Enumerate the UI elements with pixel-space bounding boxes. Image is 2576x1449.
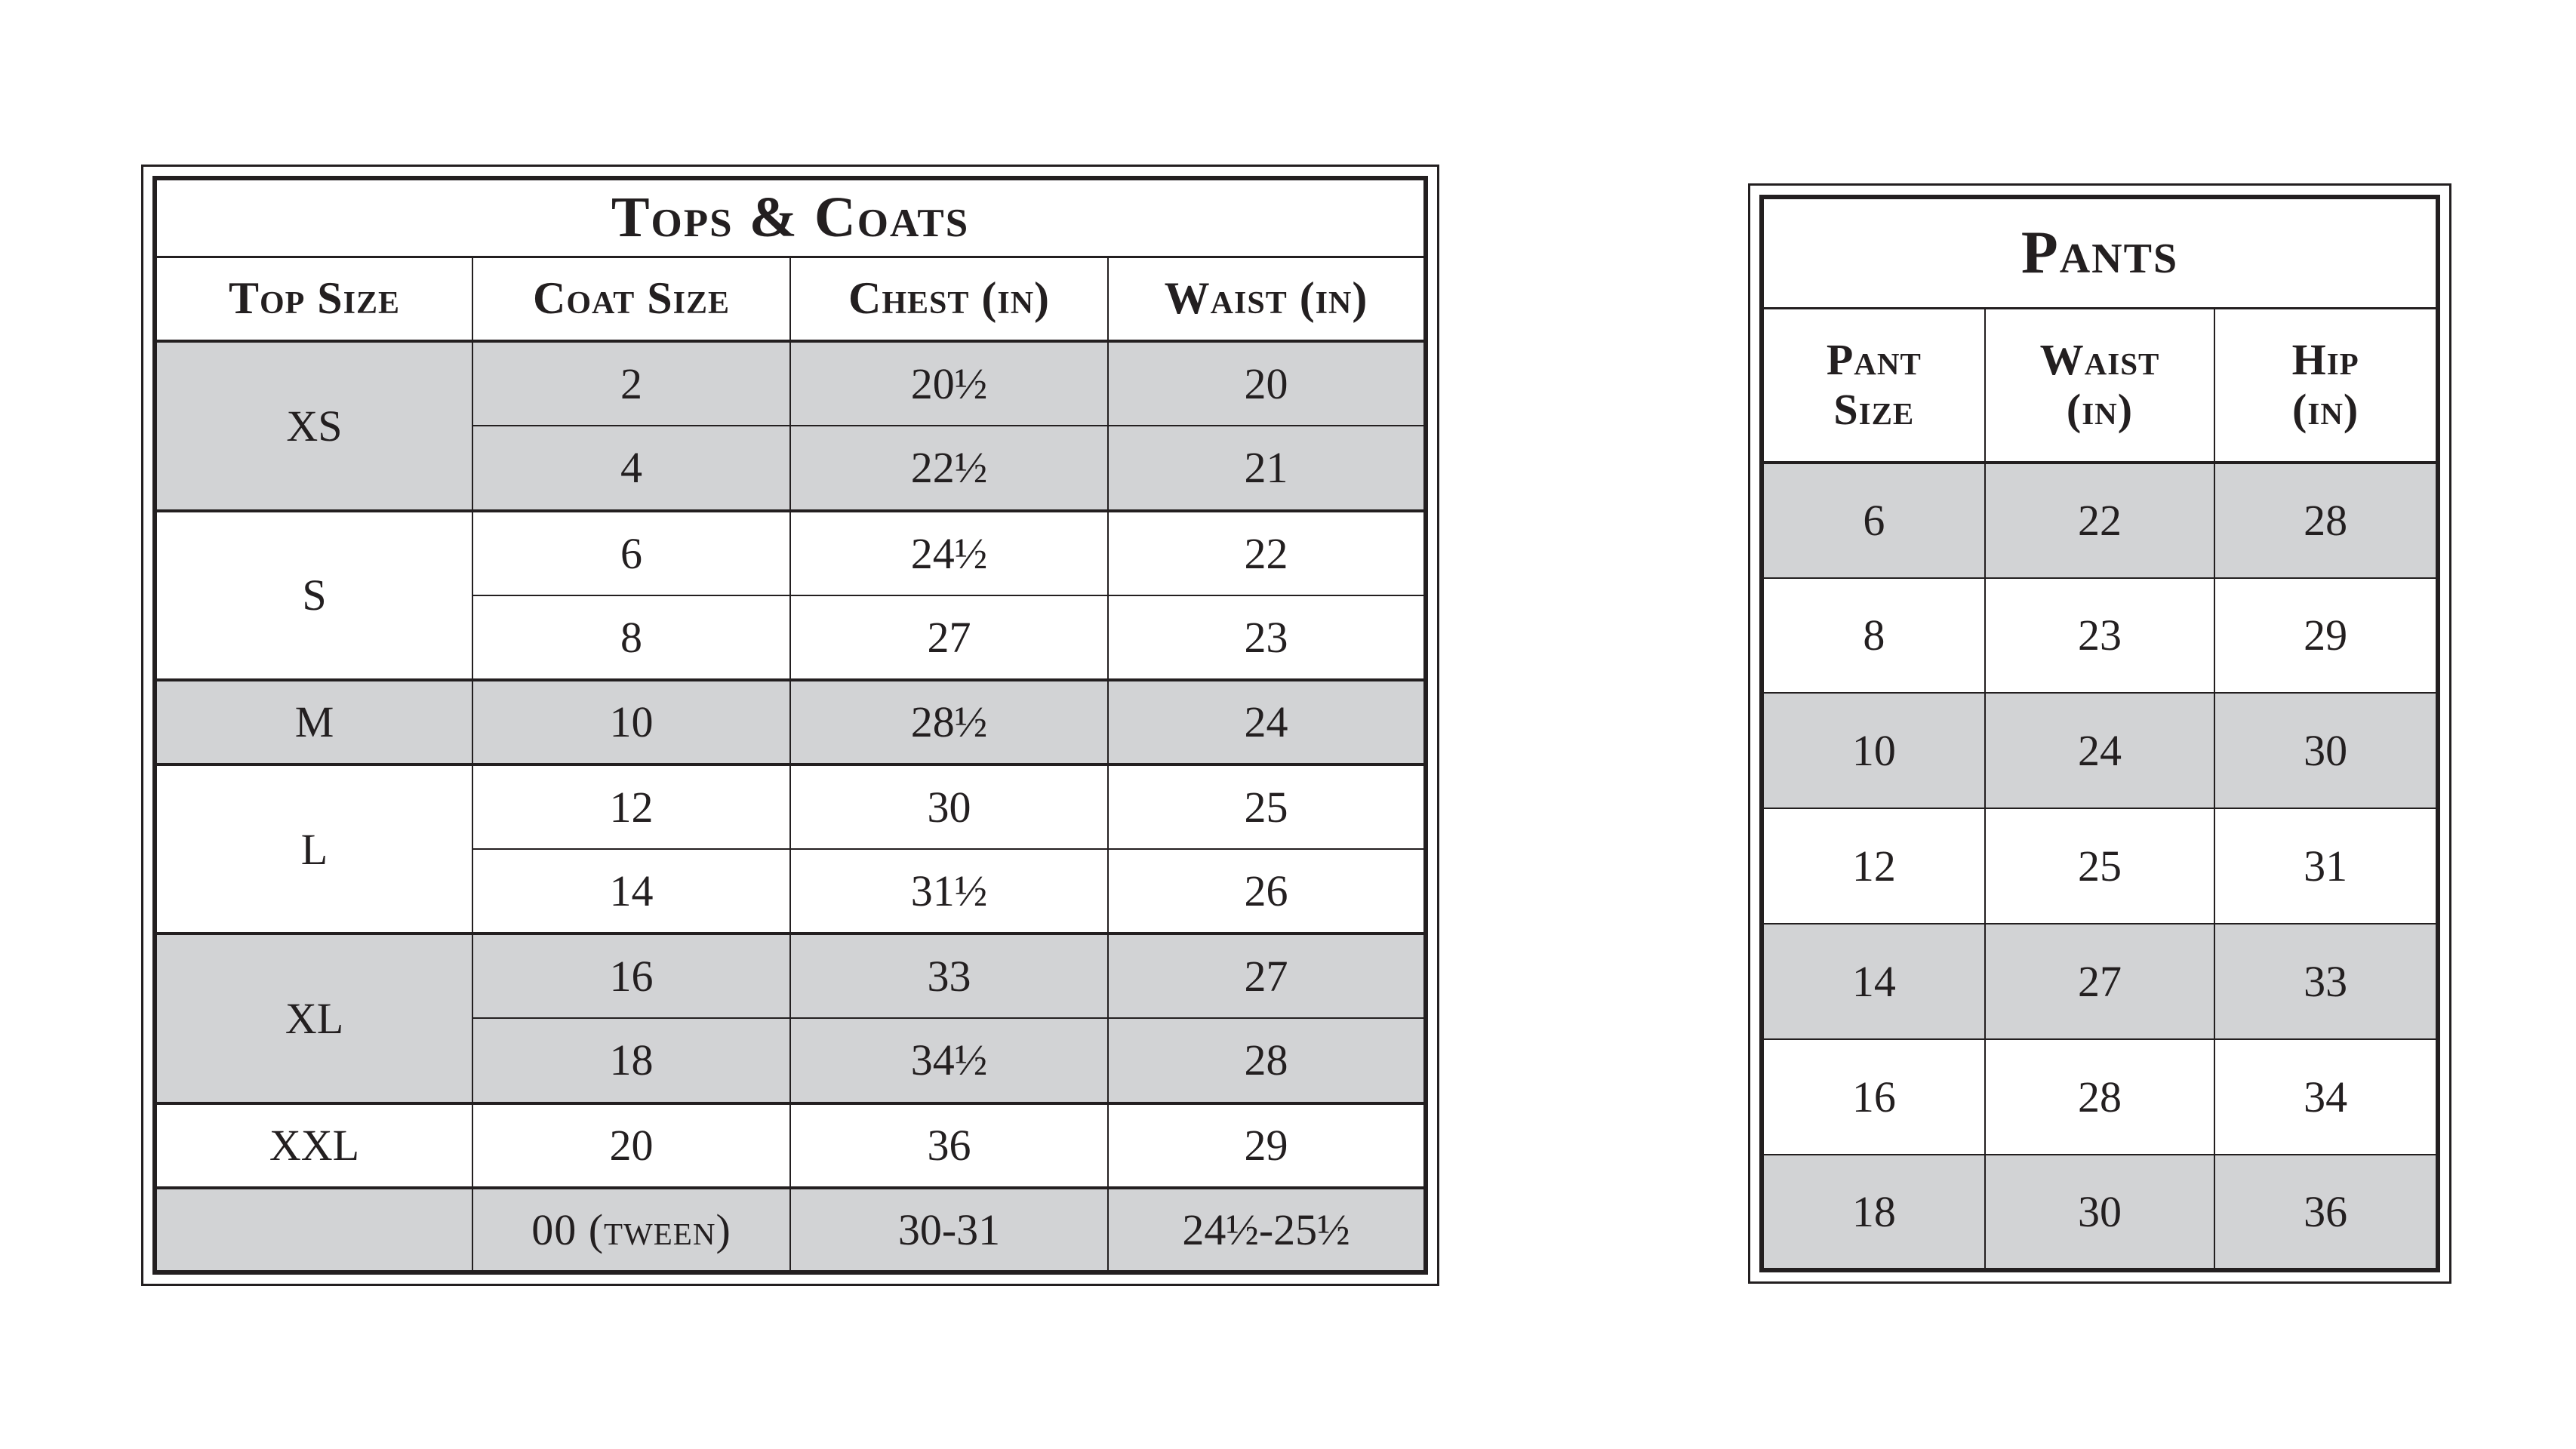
coat-size-cell: 2 (472, 340, 791, 427)
table-row: 14 31½ 26 (155, 848, 1426, 935)
table-row: 14 27 33 (1761, 923, 2439, 1041)
chest-cell: 22½ (789, 425, 1109, 512)
size-cell-xs: XS (154, 340, 473, 512)
chest-cell: 33 (789, 932, 1109, 1020)
hip-cell: 28 (2214, 460, 2439, 579)
waist-cell: 23 (1107, 594, 1426, 681)
table-row: M 10 28½ 24 (154, 678, 1426, 765)
table-row: XXL 20 36 29 (154, 1101, 1426, 1189)
pants-waist-cell: 24 (1984, 692, 2216, 810)
size-cell-m: M (154, 678, 473, 765)
waist-cell: 24½-25½ (1107, 1186, 1426, 1274)
pant-size-cell: 8 (1761, 577, 1986, 694)
coat-size-cell: 10 (472, 678, 791, 765)
table-row: 18 34½ 28 (155, 1017, 1426, 1104)
pants-header-row: Pant Size Waist (in) Hip (in) (1761, 307, 2439, 464)
waist-cell: 21 (1107, 425, 1426, 512)
chest-cell: 30 (789, 762, 1109, 851)
pants-waist-cell: 23 (1984, 577, 2216, 694)
pants-waist-cell: 22 (1984, 460, 2216, 579)
hip-cell: 31 (2214, 808, 2439, 925)
coat-size-cell: 20 (472, 1101, 791, 1189)
table-row: 10 24 30 (1761, 692, 2439, 810)
waist-cell: 27 (1107, 932, 1426, 1020)
pants-waist-cell: 25 (1984, 808, 2216, 925)
table-row: 00 (tween) 30-31 24½-25½ (154, 1186, 1426, 1274)
size-cell-l: L (154, 762, 473, 935)
table-row: L 12 30 25 (154, 762, 1426, 935)
header-top-size: Top Size (154, 256, 473, 343)
table-row: 8 23 29 (1761, 577, 2439, 694)
chest-cell: 28½ (789, 678, 1109, 765)
header-hip-in: Hip (in) (2214, 307, 2439, 464)
waist-cell: 29 (1107, 1101, 1426, 1189)
pants-waist-cell: 27 (1984, 923, 2216, 1041)
pants-waist-cell: 30 (1984, 1154, 2216, 1271)
pants-table-frame: Pants Pant Size Waist (in) Hip (in) 6 22… (1748, 183, 2451, 1284)
size-cell-xl: XL (154, 932, 473, 1104)
pant-size-cell: 18 (1761, 1154, 1986, 1271)
table-row: 18 30 36 (1761, 1154, 2439, 1271)
tops-coats-table-frame: Tops & Coats Top Size Coat Size Chest (i… (141, 165, 1439, 1286)
header-pants-waist-in: Waist (in) (1984, 307, 2216, 464)
tops-coats-table: Tops & Coats Top Size Coat Size Chest (i… (152, 176, 1428, 1275)
chest-cell: 31½ (789, 848, 1109, 935)
table-row: 16 28 34 (1761, 1038, 2439, 1155)
table-row: XS 2 20½ 20 (154, 340, 1426, 512)
pants-title-row: Pants (1761, 196, 2439, 310)
coat-size-cell-tween: 00 (tween) (472, 1186, 791, 1274)
hip-cell: 30 (2214, 692, 2439, 810)
tops-coats-title: Tops & Coats (154, 177, 1426, 258)
waist-cell: 22 (1107, 509, 1426, 596)
chest-cell: 24½ (789, 509, 1109, 596)
hip-cell: 34 (2214, 1038, 2439, 1155)
chest-cell: 27 (789, 594, 1109, 681)
waist-cell: 28 (1107, 1017, 1426, 1104)
pants-waist-cell: 28 (1984, 1038, 2216, 1155)
size-cell-xxl: XXL (154, 1101, 473, 1189)
header-coat-size: Coat Size (472, 256, 791, 343)
coat-size-cell: 8 (472, 594, 791, 681)
header-chest-in: Chest (in) (789, 256, 1109, 343)
coat-size-cell: 18 (472, 1017, 791, 1104)
tops-coats-title-row: Tops & Coats (154, 177, 1426, 258)
waist-cell: 26 (1107, 848, 1426, 935)
pant-size-cell: 6 (1761, 460, 1986, 579)
coat-size-cell: 4 (472, 425, 791, 512)
coat-size-cell: 6 (472, 509, 791, 596)
waist-cell: 25 (1107, 762, 1426, 851)
pant-size-cell: 16 (1761, 1038, 1986, 1155)
pant-size-cell: 10 (1761, 692, 1986, 810)
chest-cell: 34½ (789, 1017, 1109, 1104)
table-row: 4 22½ 21 (155, 425, 1426, 512)
waist-cell: 24 (1107, 678, 1426, 765)
waist-cell: 20 (1107, 340, 1426, 427)
chest-cell: 30-31 (789, 1186, 1109, 1274)
table-row: 12 25 31 (1761, 808, 2439, 925)
table-row: 6 22 28 (1761, 460, 2439, 579)
chest-cell: 20½ (789, 340, 1109, 427)
coat-size-cell: 12 (472, 762, 791, 851)
table-row: 8 27 23 (155, 594, 1426, 681)
pant-size-cell: 14 (1761, 923, 1986, 1041)
hip-cell: 33 (2214, 923, 2439, 1041)
table-row: S 6 24½ 22 (154, 509, 1426, 681)
coat-size-cell: 14 (472, 848, 791, 935)
hip-cell: 29 (2214, 577, 2439, 694)
hip-cell: 36 (2214, 1154, 2439, 1271)
coat-size-cell: 16 (472, 932, 791, 1020)
header-waist-in: Waist (in) (1107, 256, 1426, 343)
size-cell-s: S (154, 509, 473, 681)
pants-title: Pants (1761, 196, 2439, 310)
tops-coats-header-row: Top Size Coat Size Chest (in) Waist (in) (154, 256, 1426, 343)
pants-table: Pants Pant Size Waist (in) Hip (in) 6 22… (1759, 195, 2440, 1272)
header-pant-size: Pant Size (1761, 307, 1986, 464)
size-cell-empty (154, 1186, 473, 1274)
pant-size-cell: 12 (1761, 808, 1986, 925)
chest-cell: 36 (789, 1101, 1109, 1189)
table-row: XL 16 33 27 (154, 932, 1426, 1104)
